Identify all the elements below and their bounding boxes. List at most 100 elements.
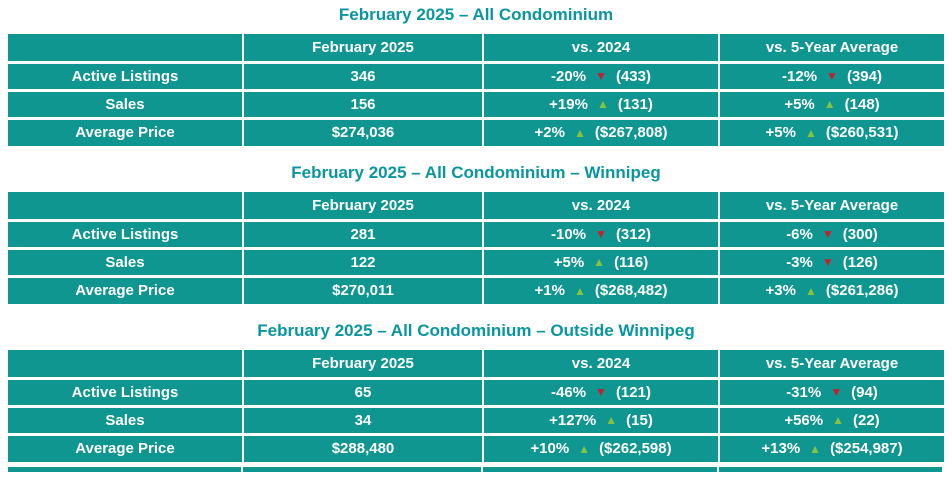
current-value-cell: 65 [242, 376, 483, 406]
reference-value: (15) [626, 411, 653, 429]
vs-2024-cell: +5% ▲ (116) [482, 246, 719, 276]
pct-change: -12% [782, 67, 818, 85]
table-row: Sales 156 +19% ▲ (131) +5% ▲ (148) [8, 88, 944, 118]
pct-change: +13% [761, 440, 801, 458]
column-header-vs-5yr: vs. 5-Year Average [718, 34, 944, 62]
pct-change: +127% [549, 411, 597, 429]
corner-cell [8, 192, 243, 220]
table-block: February 2025 vs. 2024 vs. 5-Year Averag… [8, 34, 944, 146]
pct-change: +56% [784, 411, 824, 429]
vs-2024-cell: -46% ▼ (121) [482, 376, 719, 406]
vs-5yr-cell: +13% ▲ ($254,987) [718, 432, 944, 462]
stats-table-outside-winnipeg: February 2025 vs. 2024 vs. 5-Year Averag… [8, 350, 944, 462]
up-triangle-icon: ▲ [574, 283, 586, 298]
column-header-vs-2024: vs. 2024 [482, 350, 719, 378]
down-triangle-icon: ▼ [821, 255, 834, 269]
pct-change: +3% [765, 282, 796, 300]
reference-value: (300) [842, 225, 878, 243]
table-row: Average Price $288,480 +10% ▲ ($262,598)… [8, 432, 944, 462]
up-triangle-icon: ▲ [809, 441, 822, 456]
row-label-cell: Active Listings [8, 376, 243, 406]
down-triangle-icon: ▼ [826, 69, 838, 83]
reference-value: ($267,808) [594, 124, 668, 142]
header-row: February 2025 vs. 2024 vs. 5-Year Averag… [8, 350, 944, 378]
reference-value: (433) [615, 67, 651, 85]
reference-value: (394) [846, 67, 882, 85]
down-triangle-icon: ▼ [595, 69, 607, 83]
down-triangle-icon: ▼ [821, 227, 834, 241]
vs-5yr-cell: +5% ▲ ($260,531) [718, 116, 944, 146]
pct-change: -31% [786, 383, 822, 401]
current-value-cell: $288,480 [242, 432, 483, 462]
up-triangle-icon: ▲ [805, 283, 817, 298]
current-value-cell: 156 [242, 88, 483, 118]
down-triangle-icon: ▼ [595, 385, 607, 399]
column-header-vs-5yr: vs. 5-Year Average [718, 192, 944, 220]
table-title: February 2025 – All Condominium – Outsid… [257, 321, 695, 340]
reference-value: ($260,531) [825, 124, 899, 142]
reference-value: (312) [615, 225, 651, 243]
up-triangle-icon: ▲ [593, 255, 606, 269]
pct-change: +5% [553, 253, 585, 271]
up-triangle-icon: ▲ [578, 441, 591, 456]
table-row: Average Price $274,036 +2% ▲ ($267,808) … [8, 116, 944, 146]
pct-change: +10% [530, 440, 570, 458]
vs-2024-cell: +1% ▲ ($268,482) [482, 274, 719, 304]
row-label-cell: Sales [8, 404, 243, 434]
vs-5yr-cell: +56% ▲ (22) [718, 404, 944, 434]
vs-2024-cell: -10% ▼ (312) [482, 218, 719, 248]
reference-value: ($254,987) [830, 440, 903, 458]
vs-5yr-cell: +5% ▲ (148) [718, 88, 944, 118]
pct-change: +19% [549, 95, 588, 113]
reference-value: (121) [615, 383, 651, 401]
row-label-cell: Sales [8, 88, 243, 118]
reference-value: (131) [617, 95, 653, 113]
table-row: Average Price $270,011 +1% ▲ ($268,482) … [8, 274, 944, 304]
pct-change: -46% [551, 383, 587, 401]
up-triangle-icon: ▲ [832, 413, 844, 427]
column-header-vs-2024: vs. 2024 [482, 34, 719, 62]
reference-value: (94) [851, 383, 878, 401]
row-label-cell: Average Price [8, 432, 243, 462]
up-triangle-icon: ▲ [823, 97, 836, 111]
column-header-current: February 2025 [242, 350, 483, 378]
vs-2024-cell: +10% ▲ ($262,598) [482, 432, 719, 462]
pct-change: +2% [534, 124, 565, 142]
column-header-vs-5yr: vs. 5-Year Average [718, 350, 944, 378]
up-triangle-icon: ▲ [574, 125, 586, 140]
stats-table-winnipeg: February 2025 vs. 2024 vs. 5-Year Averag… [8, 192, 944, 304]
row-label-cell: Average Price [8, 116, 243, 146]
column-header-current: February 2025 [242, 192, 483, 220]
reference-value: (148) [844, 95, 880, 113]
vs-2024-cell: +19% ▲ (131) [482, 88, 719, 118]
header-row: February 2025 vs. 2024 vs. 5-Year Averag… [8, 34, 944, 62]
cutoff-next-row [8, 467, 944, 472]
pct-change: +5% [765, 124, 796, 142]
stats-table-all-condominium: February 2025 vs. 2024 vs. 5-Year Averag… [8, 34, 944, 146]
column-header-current: February 2025 [242, 34, 483, 62]
table-row: Active Listings 281 -10% ▼ (312) -6% ▼ (… [8, 218, 944, 248]
current-value-cell: $270,011 [242, 274, 483, 304]
current-value-cell: $274,036 [242, 116, 483, 146]
vs-5yr-cell: +3% ▲ ($261,286) [718, 274, 944, 304]
table-title: February 2025 – All Condominium [338, 5, 614, 24]
up-triangle-icon: ▲ [596, 97, 609, 111]
table-title: February 2025 – All Condominium – Winnip… [291, 163, 661, 182]
vs-5yr-cell: -3% ▼ (126) [718, 246, 944, 276]
table-row: Sales 34 +127% ▲ (15) +56% ▲ (22) [8, 404, 944, 434]
vs-2024-cell: +127% ▲ (15) [482, 404, 719, 434]
vs-5yr-cell: -31% ▼ (94) [718, 376, 944, 406]
pct-change: -3% [786, 253, 813, 271]
pct-change: +5% [784, 95, 815, 113]
column-header-vs-2024: vs. 2024 [482, 192, 719, 220]
row-label-cell: Active Listings [8, 60, 243, 90]
current-value-cell: 346 [242, 60, 483, 90]
reference-value: ($261,286) [825, 282, 899, 300]
pct-change: -20% [551, 67, 587, 85]
reference-value: ($262,598) [599, 440, 672, 458]
row-label-cell: Active Listings [8, 218, 243, 248]
current-value-cell: 122 [242, 246, 483, 276]
table-row: Active Listings 346 -20% ▼ (433) -12% ▼ … [8, 60, 944, 90]
reference-value: (22) [853, 411, 880, 429]
up-triangle-icon: ▲ [805, 125, 817, 140]
